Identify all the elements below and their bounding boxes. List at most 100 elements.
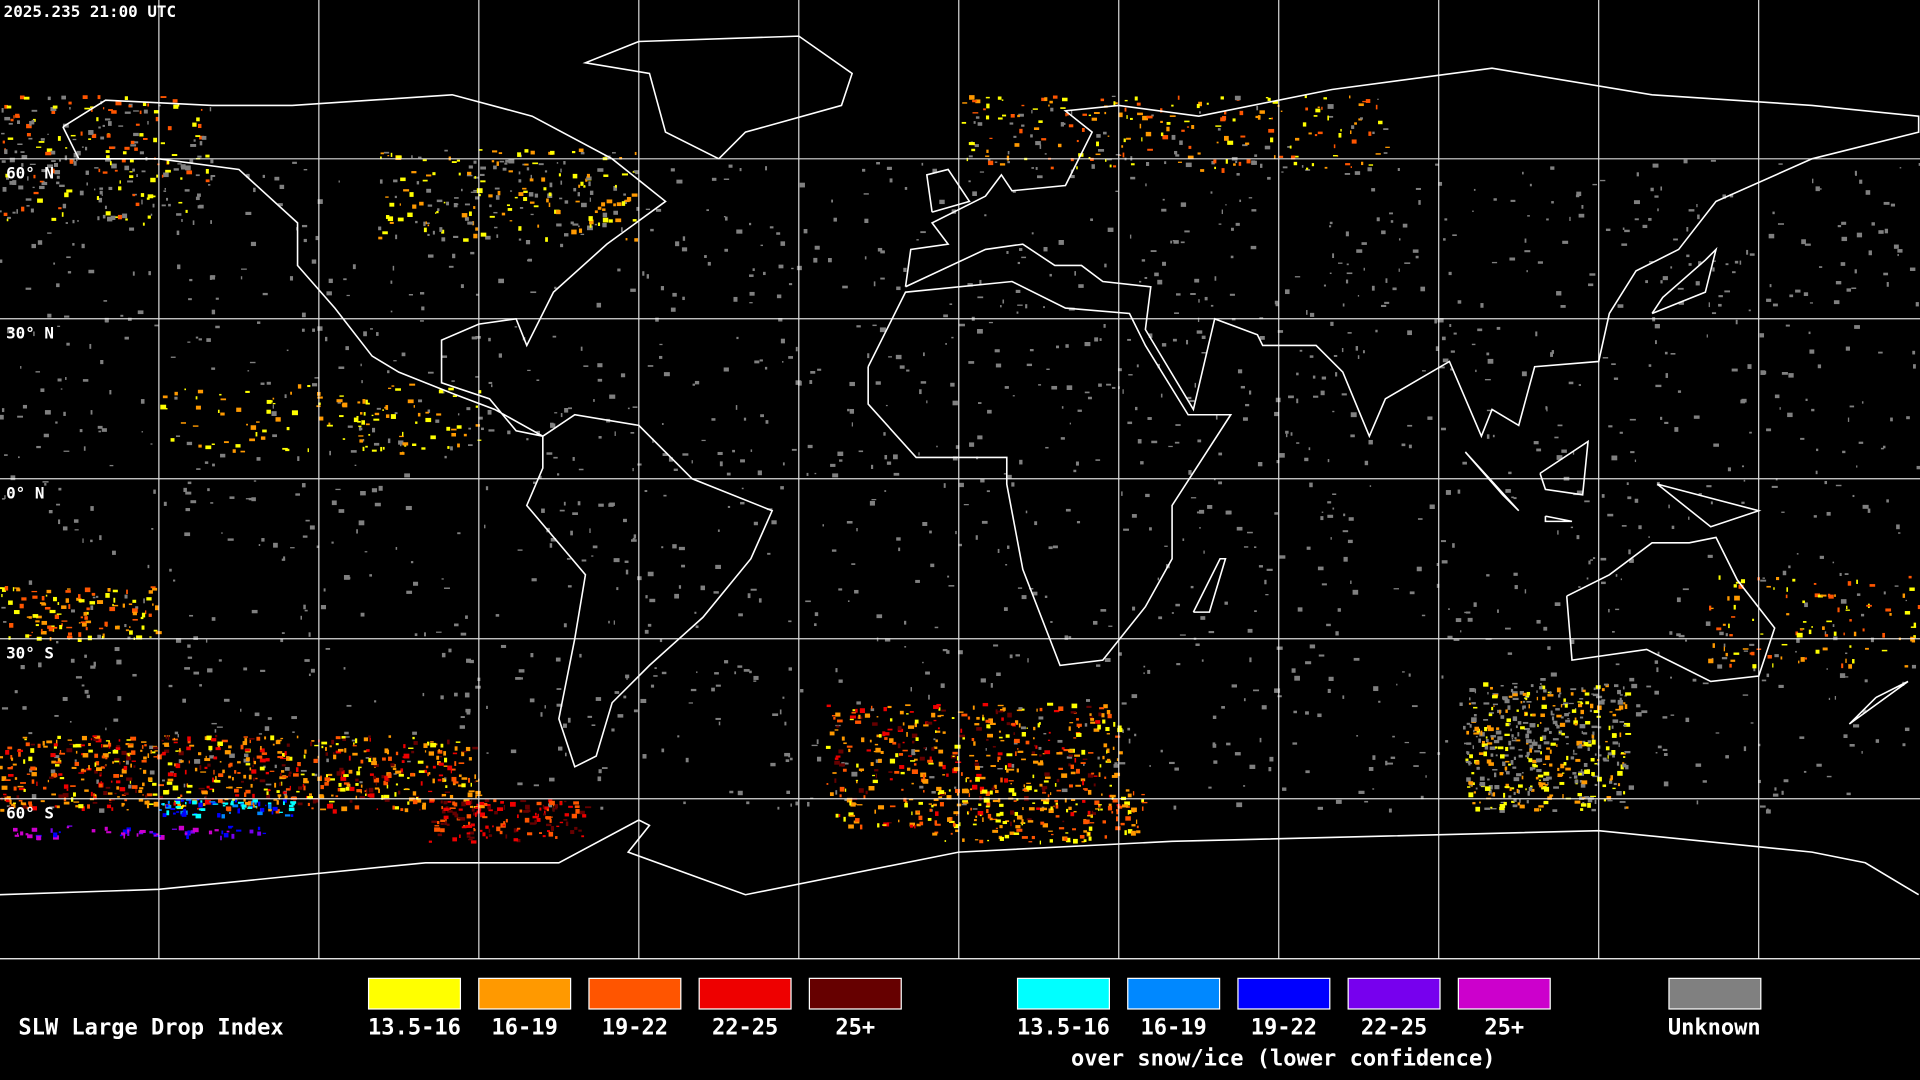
cloud-pixel [296,735,299,739]
cloud-pixel [240,708,242,712]
legend-title: SLW Large Drop Index [18,1016,283,1041]
cloud-pixel [32,186,35,189]
cloud-pixel [1248,197,1253,199]
cloud-pixel [1274,300,1279,305]
cloud-pixel [287,756,293,761]
cloud-pixel [244,753,249,758]
cloud-pixel [1505,627,1511,630]
cloud-pixel [408,747,414,749]
cloud-pixel [987,839,990,842]
cloud-pixel [14,690,18,694]
cloud-pixel [1543,800,1549,805]
cloud-pixel [510,749,517,754]
cloud-pixel [1648,217,1652,221]
cloud-pixel [151,528,154,530]
cloud-pixel [1274,411,1280,417]
cloud-pixel [973,741,976,746]
cloud-pixel [1444,218,1448,221]
cloud-pixel [7,216,11,219]
cloud-pixel [54,614,59,619]
cloud-pixel [1312,375,1316,379]
cloud-pixel [198,123,202,129]
cloud-pixel [63,784,69,789]
cloud-pixel [937,792,940,795]
cloud-pixel [444,149,448,152]
cloud-pixel [518,238,522,241]
cloud-pixel [259,766,265,771]
cloud-pixel [848,824,854,829]
graticule [0,0,1920,959]
cloud-pixel [1624,750,1631,754]
cloud-pixel [858,788,864,793]
cloud-pixel [1098,772,1101,777]
cloud-pixel [1543,626,1548,631]
cloud-pixel [1099,764,1102,768]
cloud-pixel [1345,163,1351,166]
cloud-pixel [1550,710,1553,715]
cloud-pixel [1587,747,1590,751]
cloud-pixel [571,150,576,154]
cloud-pixel [1547,646,1551,650]
cloud-pixel [133,110,139,112]
cloud-pixel [617,714,624,718]
cloud-pixel [630,432,635,434]
cloud-pixel [220,453,226,458]
cloud-pixel [892,741,897,745]
cloud-pixel [1017,304,1023,306]
cloud-pixel [1654,660,1659,664]
cloud-pixel [1036,708,1038,712]
cloud-pixel [1670,353,1676,355]
cloud-pixel [898,547,901,552]
cloud-pixel [1008,780,1014,782]
cloud-pixel [1524,697,1528,700]
cloud-pixel [1512,693,1518,697]
cloud-pixel [360,412,363,415]
cloud-pixel [395,388,401,391]
cloud-pixel [1623,702,1626,705]
cloud-pixel [1261,705,1267,710]
cloud-pixel [1115,735,1121,738]
cloud-pixel [623,518,627,523]
cloud-pixel [1624,722,1631,727]
cloud-pixel [1211,161,1215,165]
cloud-pixel [623,695,627,699]
cloud-pixel [368,787,374,793]
cloud-pixel [312,328,316,332]
cloud-pixel [591,724,596,726]
cloud-pixel [1519,799,1521,803]
cloud-pixel [195,813,202,819]
cloud-pixel [1033,127,1040,130]
cloud-pixel [470,782,472,787]
cloud-pixel [452,752,458,755]
cloud-pixel [100,136,105,140]
cloud-pixel [263,788,268,791]
cloud-pixel [1345,231,1349,237]
cloud-pixel [925,671,930,675]
cloud-pixel [292,161,297,164]
cloud-pixel [1654,690,1659,695]
cloud-pixel [374,787,380,790]
cloud-pixel [1815,186,1820,192]
cloud-pixel [253,187,256,193]
cloud-pixel [675,241,680,247]
cloud-pixel [1483,682,1489,687]
cloud-pixel [176,811,180,813]
cloud-pixel [1841,663,1844,669]
cloud-pixel [33,191,39,195]
cloud-pixel [969,442,975,447]
cloud-pixel [623,193,626,196]
cloud-pixel [913,758,918,761]
cloud-pixel [1106,758,1111,763]
cloud-pixel [1040,821,1045,825]
cloud-pixel [243,798,246,802]
cloud-pixel [99,783,103,788]
cloud-pixel [297,456,300,462]
cloud-pixel [1488,792,1491,796]
cloud-pixel [1076,723,1082,727]
cloud-pixel [441,793,447,797]
cloud-pixel [42,786,47,790]
cloud-pixel [1315,108,1321,113]
cloud-pixel [400,808,404,812]
cloud-pixel [85,620,92,624]
cloud-pixel [911,733,918,738]
